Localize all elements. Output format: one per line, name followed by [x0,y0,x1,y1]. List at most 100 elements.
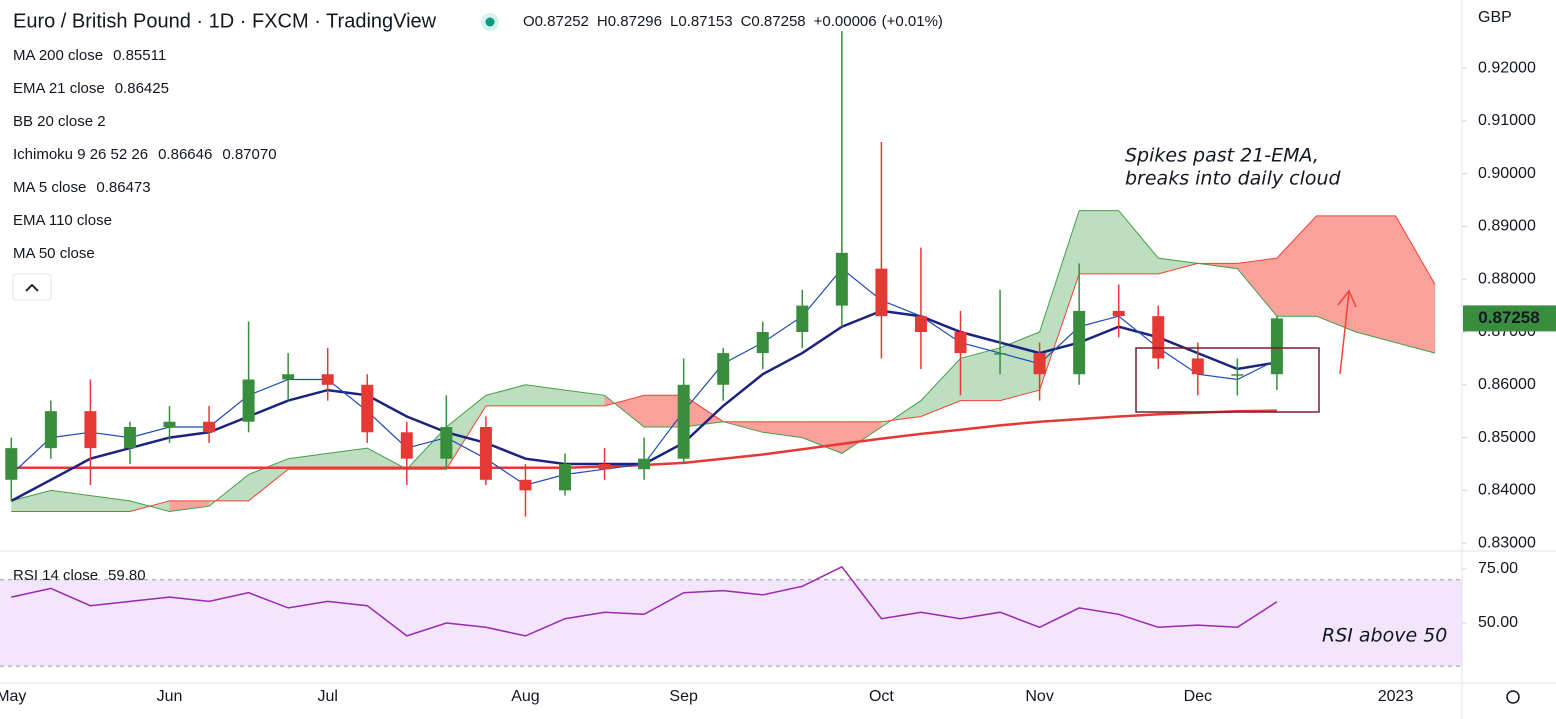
ohlc-label: +0.00006 [814,13,877,30]
ohlc-value: 0.87153 [678,13,732,30]
status-dot [485,17,495,27]
cloud-segment [1395,215,1436,354]
y-tick-label: 0.92000 [1478,59,1536,76]
candle-body [5,448,18,480]
rsi-line [11,565,1278,637]
cloud-segment [1237,258,1277,317]
rsi-band [0,579,1462,667]
settings-icon[interactable] [1506,690,1520,704]
y-tick-label: 0.83000 [1478,534,1536,551]
candle-body [835,252,848,306]
cloud-segment [920,358,961,417]
candle-body [717,353,730,385]
candle-body [400,432,413,459]
cloud-segment [327,448,368,470]
x-tick-label: Nov [1025,688,1053,705]
ohlc-label: C [741,13,752,30]
cloud-segment [644,395,684,428]
legend-name: EMA 21 close [13,80,105,97]
legend-name: Ichimoku 9 26 52 26 [13,146,148,163]
legend-value: 0.86473 [96,179,150,196]
legend-value: 0.85511 [113,47,166,64]
arrow-head [1337,289,1357,308]
ohlc-value: 0.87252 [535,13,589,30]
cloud-segment [485,384,526,406]
cloud-segment [1118,210,1159,274]
x-tick-label: Oct [869,688,894,705]
candle-body [638,458,651,470]
x-tick-label: Jun [157,688,183,705]
x-tick-label: Dec [1184,688,1212,705]
y-tick-label: 0.90000 [1478,165,1536,182]
cloud-segment [446,395,486,470]
candle-body [203,421,216,433]
candle-body [1231,374,1244,376]
cloud-segment [841,421,882,454]
candle-body [994,353,1007,355]
candle-body [914,316,927,333]
cloud-segment [525,384,565,406]
y-tick-label: 0.84000 [1478,482,1536,499]
cloud-segment [683,395,724,428]
cloud-segment [1158,258,1198,274]
cloud-segment [1276,215,1317,317]
candle-body [559,463,571,491]
annotation: Spikes past 21-EMA, [1125,145,1319,167]
cloud-segment [1079,210,1119,274]
candle-body [1112,310,1125,317]
range-box [1135,347,1320,413]
cloud-segment [11,490,51,512]
y-tick-label: 0.88000 [1478,270,1536,287]
rsi-title: RSI 14 close [13,567,98,584]
x-tick-label: May [0,688,26,705]
annotation: RSI above 50 [1322,625,1447,647]
candle-body [1270,318,1283,375]
legend-value: 0.87070 [222,146,276,163]
cloud-segment [248,458,289,501]
candle-body [479,427,492,480]
candle-body [44,411,57,449]
candle-body [1073,310,1086,375]
legend-value: 0.86425 [115,80,169,97]
last-price-box [1463,305,1556,332]
cloud-segment [1356,215,1396,343]
legend-name: MA 5 close [13,179,86,196]
y-tick-label: 0.86000 [1478,376,1536,393]
candle-body [1152,316,1165,359]
candle-body [282,374,295,380]
y-tick-label: 50.00 [1478,614,1518,631]
cloud-segment [169,500,210,512]
collapse-button[interactable] [12,273,52,301]
annotation: breaks into daily cloud [1125,168,1342,190]
candle-body [361,384,374,433]
legend-name-hidden: BB 20 close 2 [13,113,106,130]
legend-name: MA 200 close [13,47,103,64]
ohlc-value: (+0.01%) [882,13,943,30]
cloud-segment [1316,215,1356,333]
x-tick-label: Jul [317,688,337,705]
candle-body [242,379,255,422]
candle-body [756,332,769,354]
candle-body [875,268,888,317]
x-tick-label: Sep [669,688,698,705]
cloud-line [11,215,1436,512]
legend-name-hidden: EMA 110 close [13,212,112,229]
candle-body [163,421,176,428]
collapse-icon [25,283,39,292]
candle-body [123,427,136,449]
ohlc-value: 0.87258 [751,13,805,30]
candle-body [1033,353,1046,375]
ohlc-label: H [597,13,608,30]
candle-body [519,479,532,491]
rsi-value: 59.80 [108,567,146,584]
last-price-label: 0.87258 [1478,308,1539,327]
y-tick-label: 0.89000 [1478,218,1536,235]
candle-body [84,411,97,449]
ohlc-label: L [670,13,678,30]
chart-title: Euro / British Pound · 1D · FXCM · Tradi… [13,10,437,32]
ohlc-value: 0.87296 [608,13,662,30]
cloud-segment [1039,210,1080,391]
cloud-segment [50,490,91,512]
